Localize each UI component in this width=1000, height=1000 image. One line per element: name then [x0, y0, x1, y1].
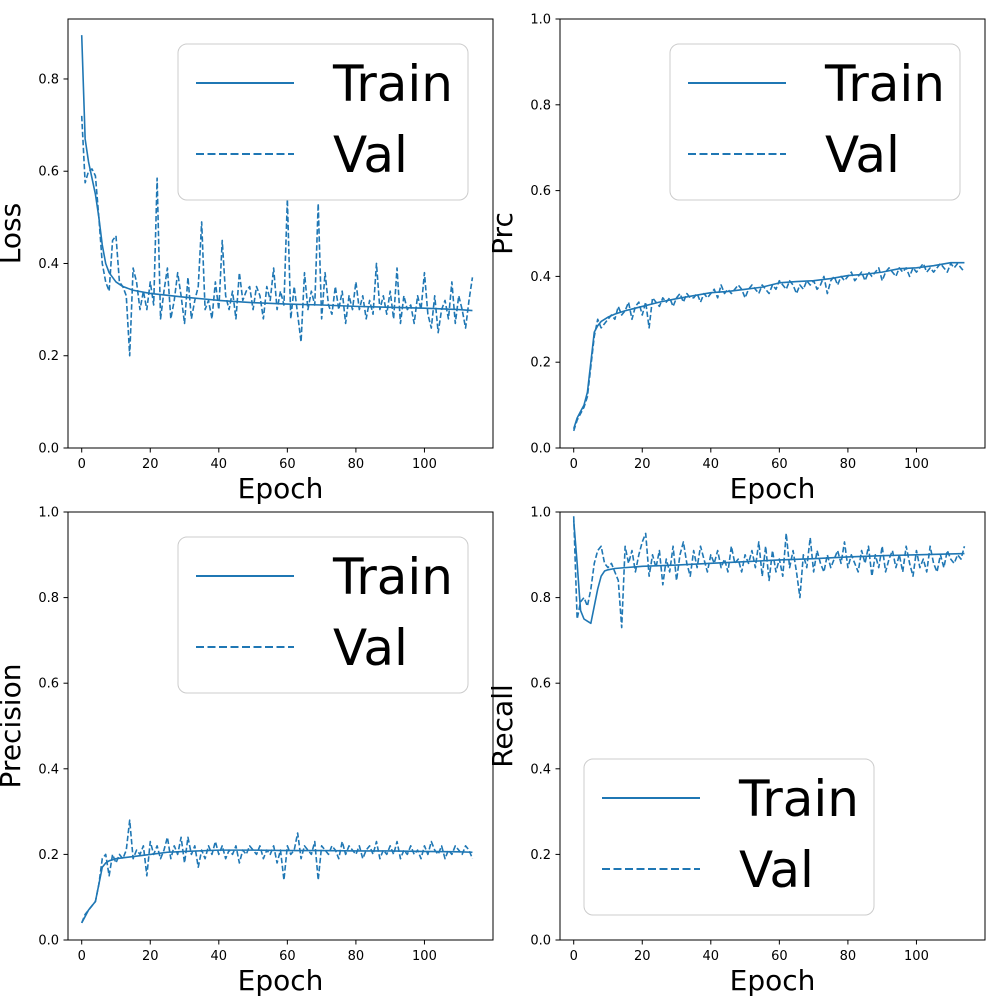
- y-tick-label: 1.0: [530, 13, 551, 28]
- chart-panel-recall: 0 20 40 60 80 100 0.0 0.2 0.4 0.6 0.8 1.0 Epoch Recal…: [486, 506, 986, 997]
- x-tick-label: 60: [771, 457, 788, 472]
- plot-frame: [559, 18, 986, 449]
- x-tick-label: 40: [211, 949, 228, 964]
- series-line-val: [572, 516, 966, 629]
- y-tick-label: 0.4: [38, 257, 59, 272]
- legend: Train Val: [669, 43, 961, 201]
- x-tick-label: 100: [412, 949, 437, 964]
- x-tick-label: 20: [142, 457, 159, 472]
- y-tick-label: 0.4: [530, 762, 551, 777]
- y-axis-label: Precision: [0, 664, 27, 789]
- y-axis-label: Recall: [486, 684, 519, 768]
- y-tick-label: 0.6: [38, 165, 59, 180]
- x-tick-label: 80: [348, 949, 365, 964]
- x-tick-label: 0: [78, 457, 86, 472]
- x-axis-label: Epoch: [238, 964, 324, 997]
- y-tick-label: 0.0: [38, 442, 59, 457]
- x-tick-label: 0: [78, 949, 86, 964]
- x-tick-label: 0: [570, 949, 578, 964]
- legend: Train Val: [583, 758, 875, 916]
- y-tick-label: 0.4: [530, 270, 551, 285]
- legend: Train Val: [177, 43, 469, 201]
- y-tick-label: 0.2: [38, 349, 59, 364]
- chart-panel-prc: 0 20 40 60 80 100 0.0 0.2 0.4 0.6 0.8 1.0 Epoch Prc Tr…: [486, 13, 986, 505]
- x-tick-label: 20: [142, 949, 159, 964]
- plot-frame: [67, 18, 494, 449]
- chart-panel-precision: 0 20 40 60 80 100 0.0 0.2 0.4 0.6 0.8 1.0 Epoch Preci…: [0, 506, 494, 997]
- x-tick-label: 60: [771, 949, 788, 964]
- y-tick-label: 0.8: [38, 591, 59, 606]
- y-tick-label: 0.8: [38, 72, 59, 87]
- legend-label-train: Train: [738, 770, 859, 828]
- plot-frame: [67, 511, 494, 941]
- y-tick-label: 0.0: [530, 934, 551, 949]
- x-tick-label: 60: [279, 457, 296, 472]
- legend-label-val: Val: [333, 619, 408, 677]
- y-tick-label: 0.2: [38, 848, 59, 863]
- series-line-val: [80, 115, 474, 357]
- series-line-train: [572, 520, 965, 625]
- legend-label-train: Train: [332, 548, 453, 606]
- series-line-train: [572, 261, 965, 429]
- x-tick-label: 20: [634, 949, 651, 964]
- series-line-train: [81, 849, 473, 924]
- x-axis-label: Epoch: [238, 472, 324, 505]
- y-tick-label: 0.0: [38, 934, 59, 949]
- legend-label-train: Train: [824, 55, 945, 113]
- legend-label-val: Val: [333, 126, 408, 184]
- x-tick-label: 80: [840, 949, 857, 964]
- y-axis-label: Loss: [0, 203, 27, 264]
- y-tick-label: 1.0: [38, 506, 59, 521]
- series-line-train: [80, 35, 473, 312]
- x-tick-label: 80: [348, 457, 365, 472]
- x-tick-label: 20: [634, 457, 651, 472]
- x-tick-label: 80: [840, 457, 857, 472]
- plot-frame: [559, 511, 986, 941]
- y-tick-label: 0.6: [530, 184, 551, 199]
- x-tick-label: 40: [703, 457, 720, 472]
- y-tick-label: 0.2: [530, 356, 551, 371]
- x-tick-label: 100: [412, 457, 437, 472]
- x-tick-label: 100: [904, 949, 929, 964]
- y-tick-label: 0.2: [530, 848, 551, 863]
- legend-label-val: Val: [825, 126, 900, 184]
- series-group: [572, 261, 966, 432]
- x-tick-label: 40: [703, 949, 720, 964]
- series-group: [80, 819, 474, 924]
- series-line-val: [572, 262, 966, 432]
- x-axis-label: Epoch: [730, 964, 816, 997]
- y-tick-label: 0.4: [38, 762, 59, 777]
- x-tick-label: 40: [211, 457, 228, 472]
- y-tick-label: 1.0: [530, 506, 551, 521]
- x-tick-label: 60: [279, 949, 296, 964]
- y-axis-label: Prc: [486, 212, 519, 255]
- y-tick-label: 0.8: [530, 591, 551, 606]
- chart-panel-loss: 0 20 40 60 80 100 0.0 0.2 0.4 0.6 0.8 Epoch Loss Trai…: [0, 18, 494, 505]
- series-group: [80, 35, 474, 357]
- y-tick-label: 0.8: [530, 98, 551, 113]
- legend-label-val: Val: [739, 841, 814, 899]
- x-axis-label: Epoch: [730, 472, 816, 505]
- y-tick-label: 0.6: [38, 677, 59, 692]
- series-group: [572, 516, 966, 629]
- x-tick-label: 0: [570, 457, 578, 472]
- y-tick-label: 0.6: [530, 677, 551, 692]
- x-tick-label: 100: [904, 457, 929, 472]
- legend: Train Val: [177, 536, 469, 694]
- y-tick-label: 0.0: [530, 442, 551, 457]
- legend-label-train: Train: [332, 55, 453, 113]
- series-line-val: [80, 819, 474, 924]
